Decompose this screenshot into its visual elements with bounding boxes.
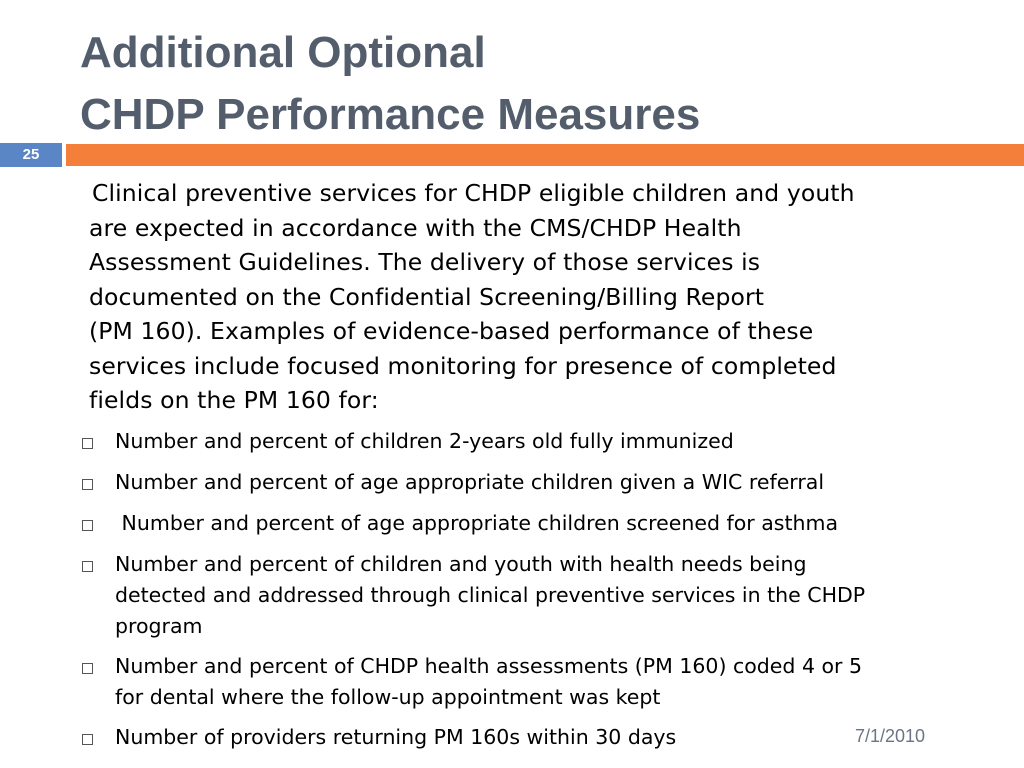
- body-line: documented on the Confidential Screening…: [89, 282, 765, 311]
- body-line: services include focused monitoring for …: [89, 351, 837, 380]
- slide-number-badge: 25: [0, 143, 62, 167]
- body-line: (PM 160). Examples of evidence-based per…: [89, 317, 814, 345]
- bullet-line: Number and percent of children 2-years o…: [115, 429, 734, 453]
- square-bullet-icon: [82, 561, 93, 572]
- body-paragraph: Clinical preventive services for CHDP el…: [89, 176, 989, 418]
- bullet-text: Number and percent of children 2-years o…: [115, 426, 734, 457]
- bullet-line: Number and percent of age appropriate ch…: [115, 511, 839, 535]
- body-line: are expected in accordance with the CMS/…: [89, 213, 742, 242]
- slide-date: 7/1/2010: [855, 726, 926, 746]
- square-bullet-icon: [82, 479, 93, 490]
- body-line: fields on the PM 160 for:: [89, 386, 379, 414]
- orange-accent-bar: [66, 144, 1024, 166]
- bullet-line: Number and percent of children and youth…: [115, 552, 807, 576]
- slide-title-line-2: CHDP Performance Measures: [80, 90, 701, 139]
- bullet-line: program: [115, 614, 203, 638]
- slide-title-line-1: Additional Optional: [80, 28, 486, 77]
- bullet-text: Number and percent of CHDP health assess…: [115, 651, 862, 713]
- bullet-line: Number of providers returning PM 160s wi…: [115, 725, 677, 749]
- body-line: Clinical preventive services for CHDP el…: [92, 179, 855, 207]
- body-line: Assessment Guidelines. The delivery of t…: [89, 248, 761, 276]
- slide-title: Additional Optional CHDP Performance Mea…: [80, 22, 980, 146]
- bullet-text: Number and percent of children and youth…: [115, 549, 865, 642]
- bullet-line: Number and percent of CHDP health assess…: [115, 654, 863, 678]
- bullet-line: Number and percent of age appropriate ch…: [115, 470, 825, 494]
- square-bullet-icon: [82, 438, 93, 449]
- bullet-line: detected and addressed through clinical …: [115, 583, 866, 607]
- bullet-text: Number and percent of age appropriate ch…: [115, 508, 839, 539]
- bullet-text: Number and percent of age appropriate ch…: [115, 467, 824, 498]
- square-bullet-icon: [82, 520, 93, 531]
- square-bullet-icon: [82, 734, 93, 745]
- bullet-line: for dental where the follow-up appointme…: [115, 685, 661, 709]
- square-bullet-icon: [82, 663, 93, 674]
- bullet-text: Number of providers returning PM 160s wi…: [115, 722, 676, 753]
